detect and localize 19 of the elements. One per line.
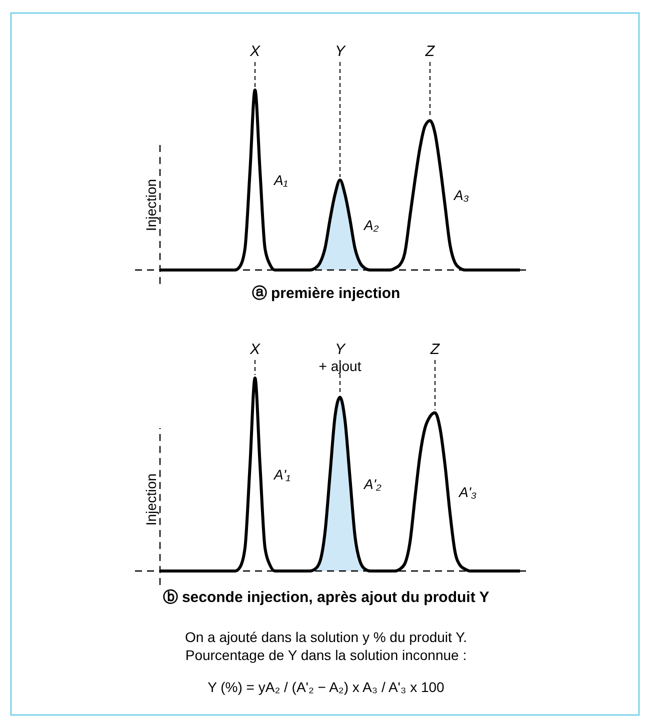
annotation: A'₁: [273, 466, 292, 482]
text: ⓑ seconde injection, après ajout du produit Y: [162, 589, 490, 606]
text: Y (%) = yA₂ / (A'₂ − A₂) x A₃ / A'₃ x 100: [208, 679, 445, 695]
annotation: A'₂: [363, 476, 382, 492]
x-tick-label: Y: [334, 341, 346, 358]
text: On a ajouté dans la solution y % du produit Y.: [184, 629, 468, 645]
annotation: A'₃: [458, 484, 478, 500]
x-tick-label: X: [248, 341, 261, 358]
annotation: A₃: [453, 187, 470, 204]
text: ⓐ première injection: [252, 285, 400, 302]
y-axis-title: Injection: [142, 178, 159, 232]
x-tick-label: Z: [429, 341, 440, 358]
x-tick-label: Y: [334, 43, 346, 60]
text: Pourcentage de Y dans la solution inconnue :: [185, 647, 467, 663]
annotation: A₁: [273, 172, 288, 188]
x-tick-label: X: [248, 43, 261, 60]
y-axis-title: Injection: [142, 473, 159, 526]
x-tick-label: Z: [424, 43, 436, 60]
annotation: A₂: [363, 216, 380, 233]
